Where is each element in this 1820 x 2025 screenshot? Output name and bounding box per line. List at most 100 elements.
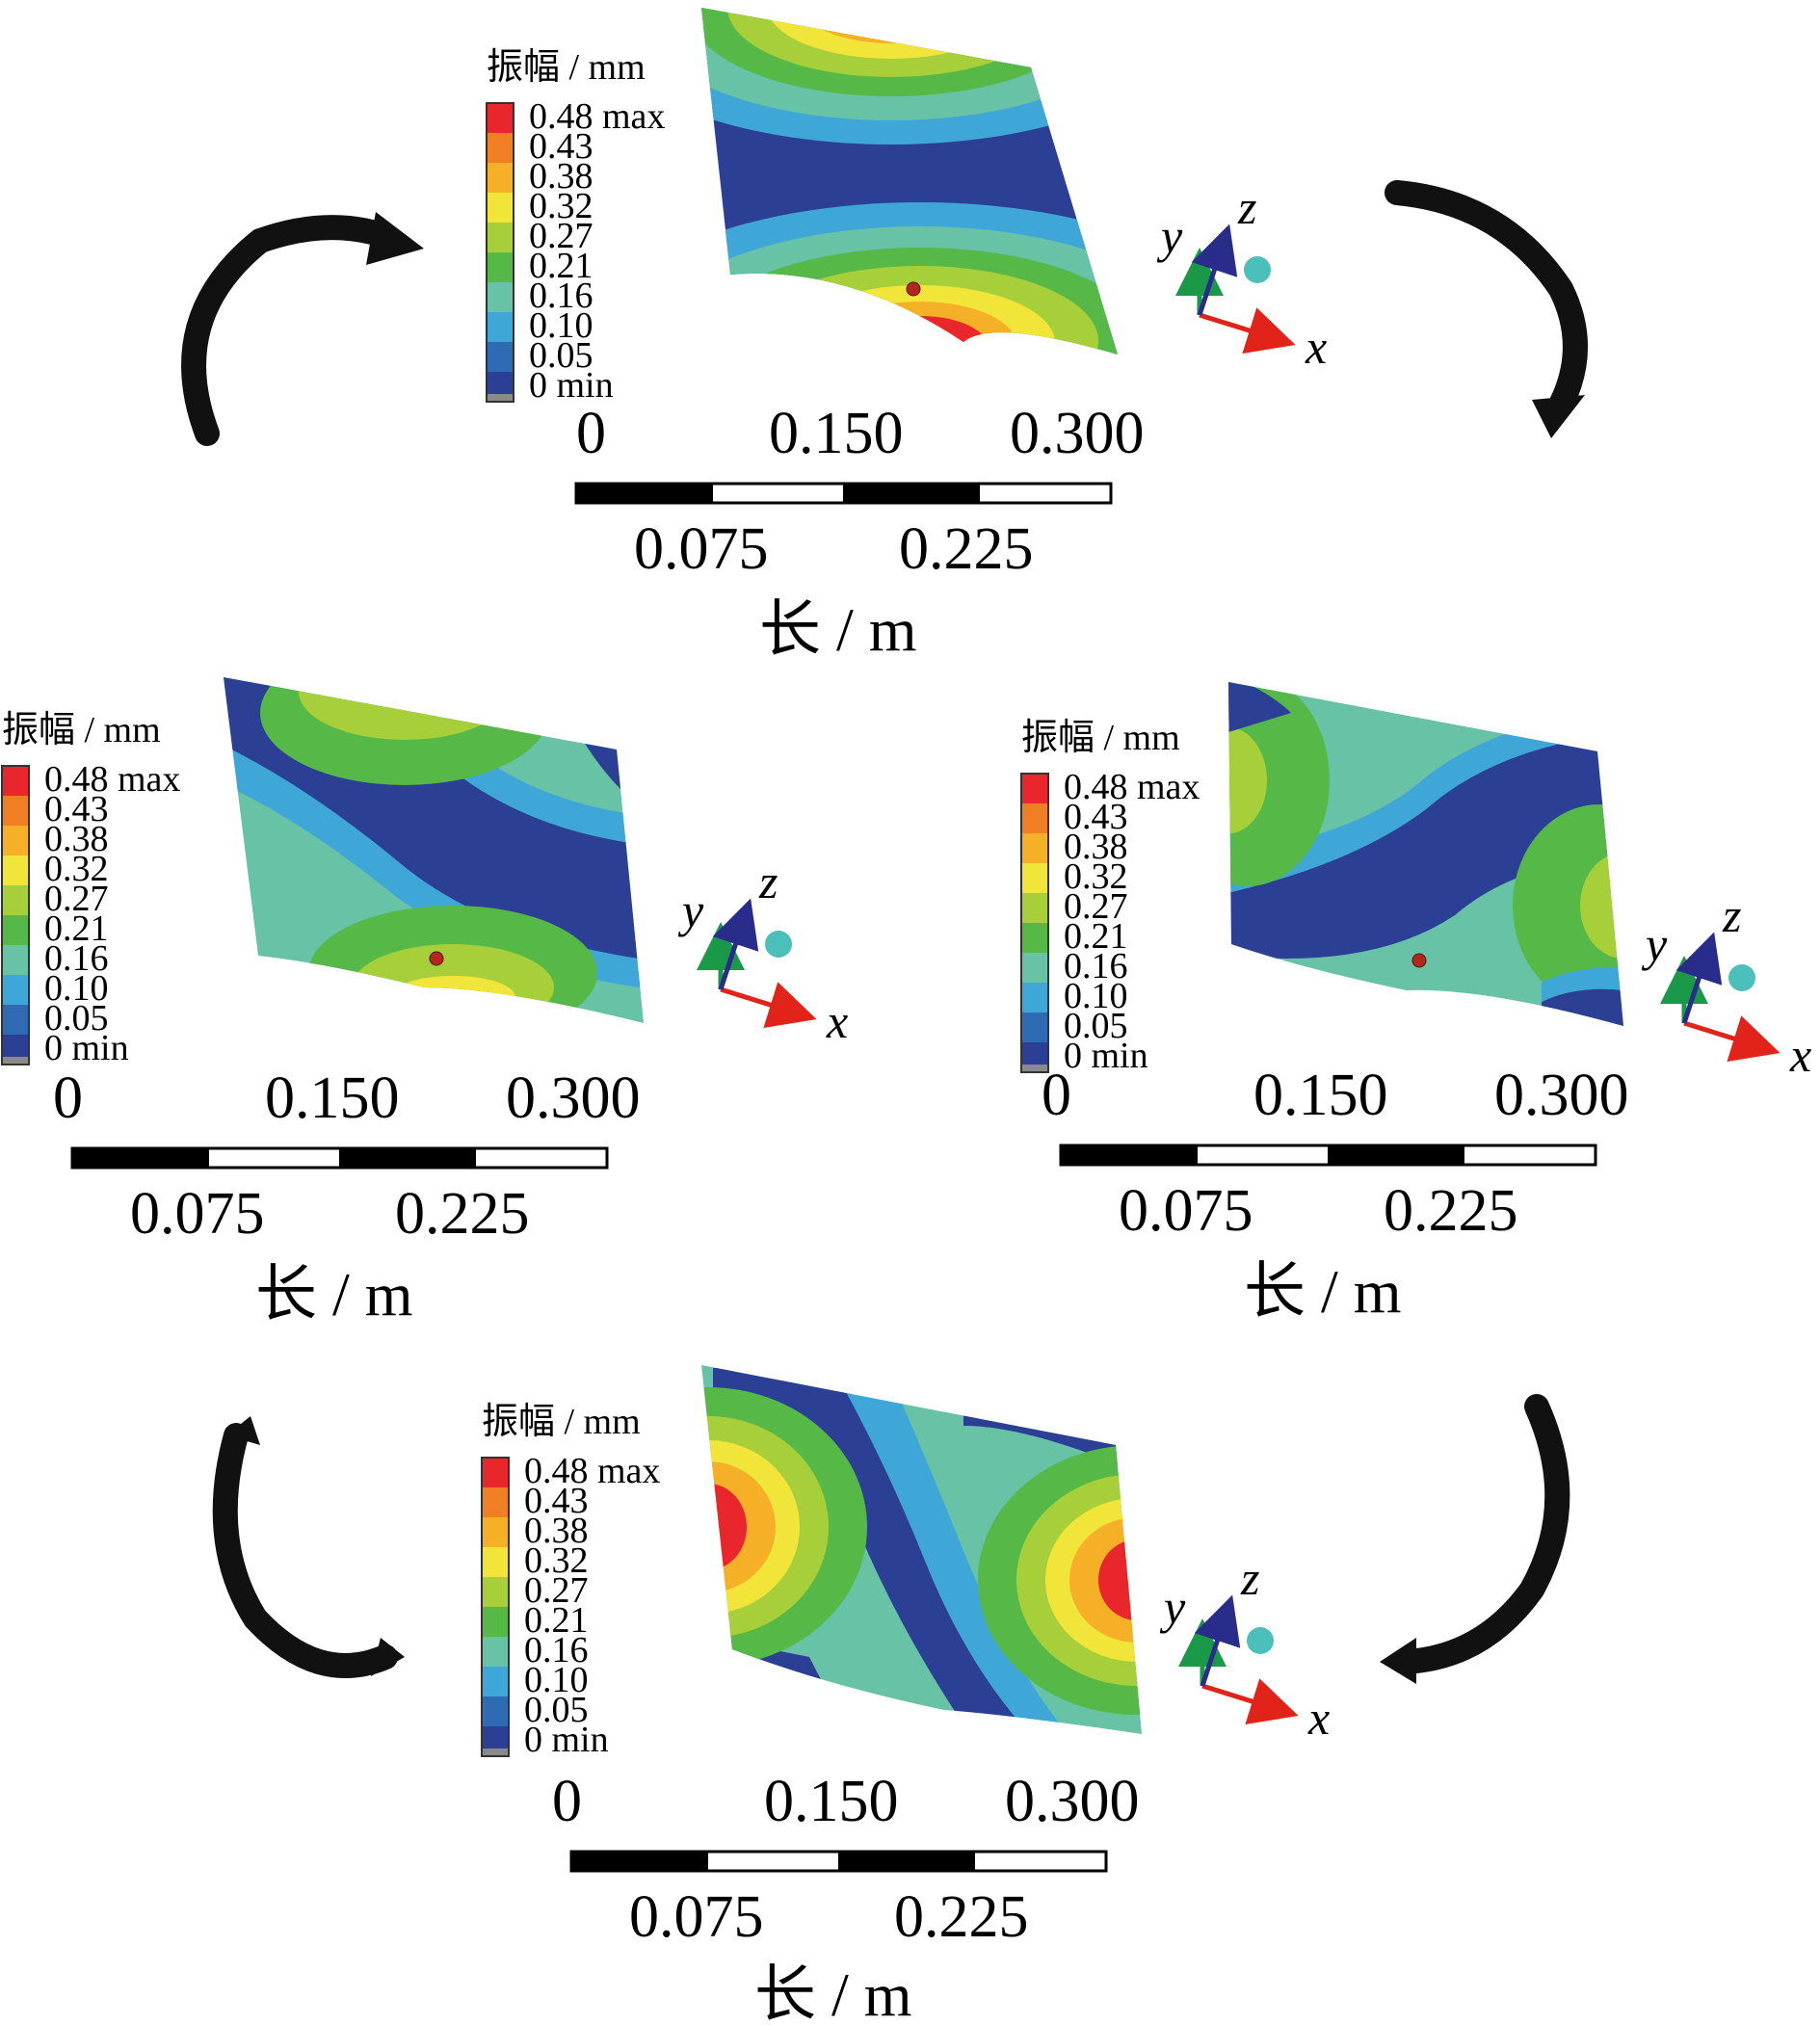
legend-label: 0.43 [44,789,109,829]
legend-title: 振幅 / mm [2,710,161,750]
scale-label-150: 0.150 [265,1065,400,1131]
view-dot [765,931,792,958]
legend-label: 0.27 [529,216,593,256]
legend-label: 0.48 max [1064,767,1200,807]
axis-x-label: x [826,994,848,1048]
scale-label-225: 0.225 [395,1181,530,1247]
legend-swatch [2,855,29,885]
axis-z-label: z [1237,180,1256,234]
legend-swatch [487,193,514,223]
view-dot [1728,964,1755,991]
legend-swatch [2,826,29,855]
legend-swatch [487,342,514,372]
probe-dot-left [429,951,444,966]
legend-swatch [2,885,29,915]
legend-label: 0.38 [1064,827,1128,867]
legend-label: 0.10 [529,305,593,346]
legend-label: 0.05 [524,1690,589,1730]
legend-top: 振幅 / mm 0.48 max0.430.380.320.270.210.16… [486,47,665,406]
legend-swatch [487,103,514,133]
plate-bottom [701,1365,1142,1734]
legend-swatch [1021,1042,1048,1065]
legend-swatch [2,945,29,975]
legend-frame [481,1457,510,1757]
legend-label: 0.43 [529,126,593,167]
legend-swatches [481,1457,510,1757]
arrow-bottom-left [212,1416,405,1678]
legend-label: 0.10 [524,1660,589,1700]
legend-title: 振幅 / mm [487,47,646,88]
legend-label: 0.27 [524,1570,589,1611]
legend-label: 0.21 [44,908,109,949]
scale-label-300: 0.300 [1010,401,1145,466]
legend-swatch-min [1021,1065,1048,1072]
legend-label: 0 min [1064,1036,1148,1076]
scale-label-300: 0.300 [1494,1063,1629,1128]
legend-label: 0.21 [529,246,593,286]
scale-label-150: 0.150 [1253,1063,1388,1128]
legend-label: 0 min [524,1720,609,1760]
legend-swatch [482,1607,509,1637]
legend-swatches [1020,773,1049,1073]
legend-swatch [1021,803,1048,833]
arrow-top-left [181,212,424,446]
legend-swatch [1021,1012,1048,1042]
legend-swatch [2,975,29,1005]
legend-labels: 0.48 max0.430.380.320.270.210.160.100.05… [524,1451,660,1760]
legend-frame [486,102,514,403]
legend-swatch [1021,893,1048,923]
legend-labels: 0.48 max0.430.380.320.270.210.160.100.05… [529,96,665,406]
scale-title: 长 / m [255,1260,413,1328]
legend-swatch [2,915,29,945]
legend-frame [1020,773,1049,1073]
legend-label: 0.48 max [44,759,180,800]
scale-label-075: 0.075 [1119,1178,1253,1244]
legend-left: 振幅 / mm 0.48 max0.430.380.320.270.210.16… [1,710,180,1068]
arrow-top-right [1385,180,1588,438]
axis-triad-bottom: x y z [1159,1551,1330,1745]
legend-label: 0.16 [1064,946,1128,986]
axis-y-label: y [1156,209,1183,263]
scale-label-225: 0.225 [894,1884,1029,1950]
legend-label: 0.38 [44,819,109,859]
legend-label: 0.48 max [524,1451,660,1491]
legend-swatch [1021,953,1048,983]
legend-label: 0.16 [44,938,109,979]
plate-right [1228,682,1623,1026]
legend-swatch [482,1547,509,1577]
legend-label: 0.27 [1064,886,1128,927]
axis-y-label: y [677,883,704,937]
legend-swatches [486,102,514,403]
scale-label-075: 0.075 [629,1884,764,1950]
axis-y-label: y [1641,917,1668,971]
legend-label: 0.27 [44,879,109,919]
legend-swatch [482,1458,509,1487]
legend-label: 0.43 [524,1481,589,1521]
axis-y-label: y [1159,1580,1186,1634]
probe-dot-right [1411,953,1427,968]
legend-label: 0.32 [44,849,109,889]
axis-triad-left: x y z [677,855,848,1048]
legend-swatches [1,765,30,1065]
scale-label-075: 0.075 [130,1181,265,1247]
axis-triad-right: x y z [1641,888,1811,1082]
scale-label-150: 0.150 [769,401,904,466]
legend-swatch [487,282,514,312]
scale-label-075: 0.075 [634,516,769,582]
legend-swatch [482,1517,509,1547]
legend-label: 0.38 [529,156,593,197]
legend-swatch [482,1577,509,1607]
axis-x-label: x [1789,1028,1811,1082]
legend-label: 0.16 [529,276,593,316]
plate-top [701,8,1118,355]
legend-swatch [487,312,514,342]
plate-left [224,677,644,1023]
legend-swatch [482,1696,509,1726]
scale-label-225: 0.225 [1384,1178,1518,1244]
legend-label: 0.43 [1064,797,1128,837]
scale-bar-bottom: 0 0.150 0.300 0.075 长 / m 0.225 [552,1769,1140,2025]
legend-label: 0.48 max [529,96,665,137]
scale-label-0: 0 [1042,1063,1071,1128]
probe-dot-top [906,281,921,297]
